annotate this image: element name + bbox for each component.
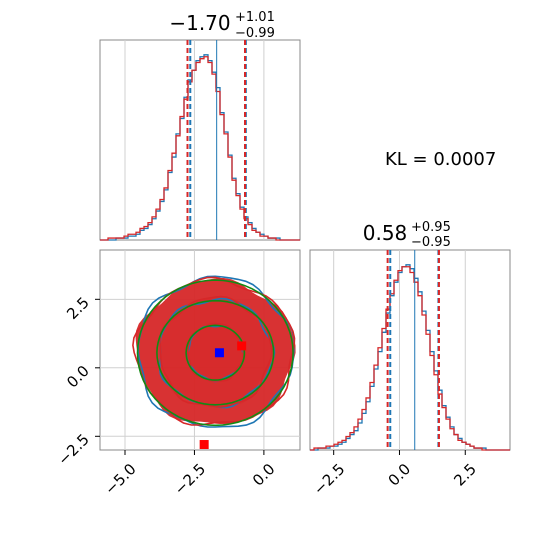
- point-marker: [199, 440, 209, 450]
- right-x-tick-label: −2.5: [310, 460, 348, 498]
- point-marker: [237, 341, 247, 351]
- contour-line-green: [185, 324, 246, 381]
- right-x-tick-label: 0.0: [385, 460, 415, 490]
- kl-annotation: KL = 0.0007: [385, 149, 496, 170]
- contour-x-tick-label: 0.0: [249, 460, 279, 490]
- contour-line-red: [186, 322, 245, 382]
- hist-right-grid: [333, 250, 466, 450]
- hist-right-title-sub: −0.95: [411, 235, 451, 250]
- contour-line-green: [156, 299, 275, 406]
- hist-top-series: [100, 54, 300, 241]
- hist-right-series: [310, 264, 510, 451]
- hist-top-title-sub: −0.99: [235, 26, 275, 41]
- hist-top-title-sup: +1.01: [235, 10, 275, 25]
- hist-top-frame: [99, 39, 301, 241]
- hist-top-grid: [124, 40, 265, 240]
- contour-panel: −5.0 −2.5 0.0 −2.50.02.5: [54, 249, 301, 499]
- hist-right-frame: [309, 249, 511, 451]
- contour-y-tick-label: 0.0: [63, 362, 93, 392]
- hist-series-red: [310, 266, 510, 451]
- contour-y-tick-label: −2.5: [54, 430, 92, 468]
- right-x-tick-label: 2.5: [450, 460, 480, 490]
- contour-x-ticks: −5.0 −2.5 0.0: [101, 450, 279, 499]
- contour-y-tick-label: 2.5: [63, 293, 93, 323]
- hist-right-x-ticks: −2.5 0.0 2.5: [310, 450, 480, 499]
- hist-series-red: [100, 56, 300, 241]
- hist-top-quantile-lines: [186, 40, 247, 240]
- hist-right-title: 0.58: [363, 221, 408, 245]
- hist-panel-top: −1.70 +1.01 −0.99: [99, 10, 301, 241]
- contour-x-tick-label: −5.0: [101, 460, 139, 498]
- contour-lines: [132, 275, 296, 428]
- hist-panel-right: −2.5 0.0 2.5 0.58 +0.95 −0.95: [309, 220, 511, 499]
- contour-x-tick-label: −2.5: [171, 460, 209, 498]
- contour-y-ticks: −2.5 0.0 2.5: [54, 293, 100, 469]
- contour-markers: [199, 341, 247, 450]
- point-marker: [214, 348, 224, 358]
- hist-right-title-sup: +0.95: [411, 220, 451, 235]
- hist-right-quantile-lines: [386, 250, 440, 450]
- contour-line-green: [136, 279, 294, 427]
- hist-top-title: −1.70: [169, 11, 230, 35]
